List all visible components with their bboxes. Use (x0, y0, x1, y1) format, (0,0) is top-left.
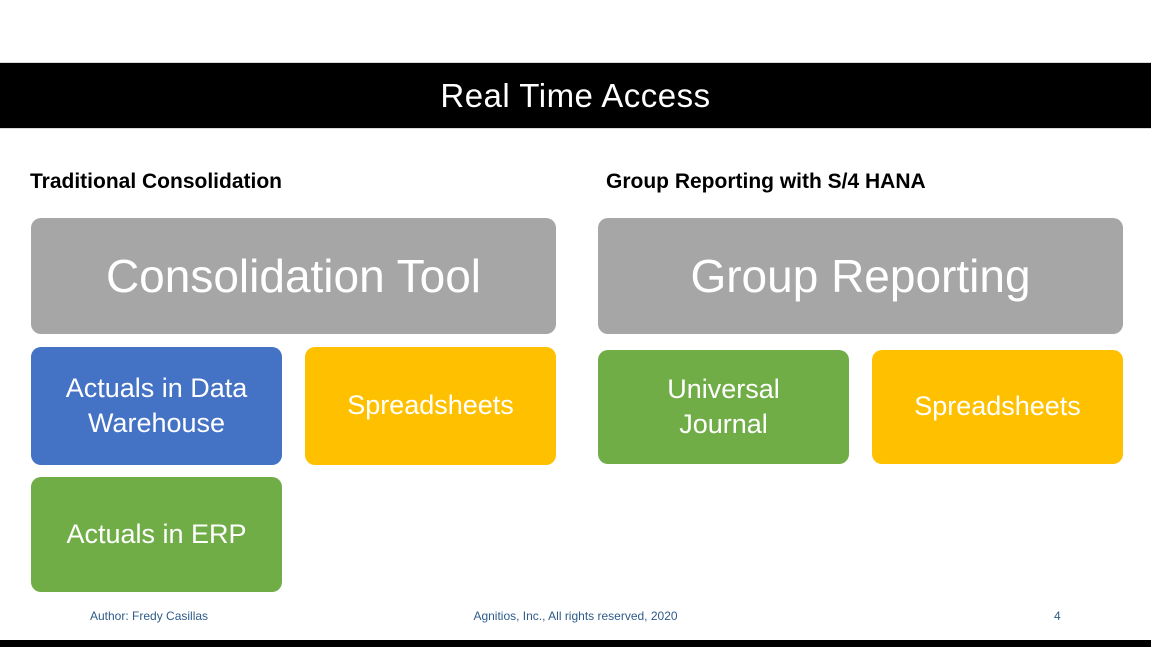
footer-author: Author: Fredy Casillas (90, 609, 209, 623)
bottom-bar (0, 640, 1151, 647)
consolidation-tool-box: Consolidation Tool (31, 218, 556, 334)
universal-journal-box: Universal Journal (598, 350, 849, 464)
right-column-heading: Group Reporting with S/4 HANA (606, 170, 926, 193)
actuals-erp-label: Actuals in ERP (66, 518, 247, 549)
universal-journal-label: Universal Journal (667, 373, 780, 439)
actuals-data-warehouse-box: Actuals in Data Warehouse (31, 347, 282, 465)
title-bar: Real Time Access (0, 62, 1151, 129)
spreadsheets-right-box: Spreadsheets (872, 350, 1123, 464)
actuals-data-warehouse-label: Actuals in Data Warehouse (65, 372, 248, 438)
spreadsheets-left-label: Spreadsheets (347, 390, 514, 421)
spreadsheets-right-label: Spreadsheets (914, 391, 1081, 422)
slide-title: Real Time Access (440, 76, 711, 114)
actuals-erp-box: Actuals in ERP (31, 477, 282, 592)
group-reporting-label: Group Reporting (690, 249, 1031, 302)
spreadsheets-left-box: Spreadsheets (305, 347, 556, 465)
left-column-heading: Traditional Consolidation (30, 170, 282, 193)
consolidation-tool-label: Consolidation Tool (105, 249, 482, 302)
footer-page-number: 4 (1054, 609, 1061, 623)
footer-copyright: Agnitios, Inc., All rights reserved, 202… (473, 609, 678, 623)
group-reporting-box: Group Reporting (598, 218, 1123, 334)
